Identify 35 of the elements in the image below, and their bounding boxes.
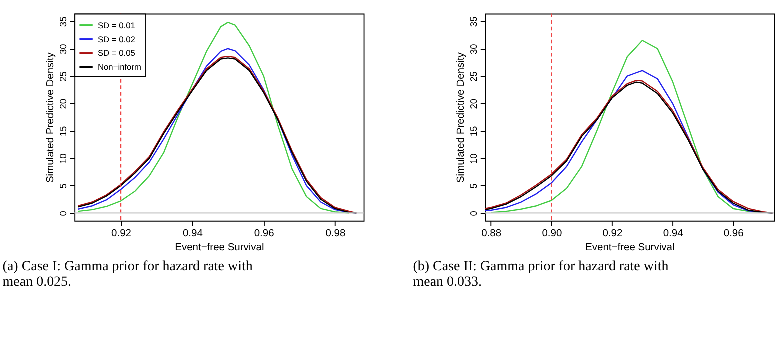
x-tick-label: 0.96 (254, 228, 275, 240)
x-tick-label: 0.96 (724, 228, 744, 240)
y-tick-label: 25 (469, 72, 480, 82)
y-tick-label: 30 (58, 44, 69, 55)
y-tick-label: 30 (469, 44, 480, 55)
y-tick-label: 35 (469, 16, 480, 28)
y-tick-label: 5 (58, 184, 69, 189)
text: (b) Case II: Gamma prior for hazard rate with mean 0.033. (413, 259, 669, 290)
y-tick-label: 10 (58, 154, 69, 164)
x-tick-label: 0.92 (602, 228, 624, 240)
y-tick-label: 15 (469, 126, 480, 137)
y-tick-label: 35 (58, 16, 69, 28)
x-tick-label: 0.90 (542, 228, 562, 240)
legend-label: SD = 0.02 (98, 34, 136, 44)
y-axis-title: Simulated Predictive Density (456, 52, 468, 184)
y-tick-label: 0 (58, 211, 69, 216)
legend-label: SD = 0.01 (98, 20, 136, 30)
y-tick-label: 0 (469, 211, 480, 216)
x-axis-title: Event−free Survival (175, 242, 264, 254)
y-tick-label: 5 (469, 184, 480, 189)
x-tick-label: 0.92 (112, 228, 132, 240)
x-tick-label: 0.94 (182, 228, 204, 240)
x-tick-label: 0.88 (482, 228, 502, 240)
x-axis-title: Event−free Survival (586, 242, 675, 254)
x-tick-label: 0.98 (326, 228, 346, 240)
x-tick-label: 0.94 (663, 228, 684, 240)
legend-label: Non−inform (98, 62, 142, 72)
y-tick-label: 25 (58, 72, 69, 82)
y-axis-title: Simulated Predictive Density (46, 52, 57, 184)
y-tick-label: 10 (469, 154, 480, 164)
text: (a) Case I: Gamma prior for hazard rate with mean 0.025. (2, 259, 253, 290)
y-tick-label: 20 (469, 98, 480, 110)
y-tick-label: 20 (58, 98, 69, 110)
y-tick-label: 15 (58, 126, 69, 137)
legend-label: SD = 0.05 (98, 48, 136, 58)
